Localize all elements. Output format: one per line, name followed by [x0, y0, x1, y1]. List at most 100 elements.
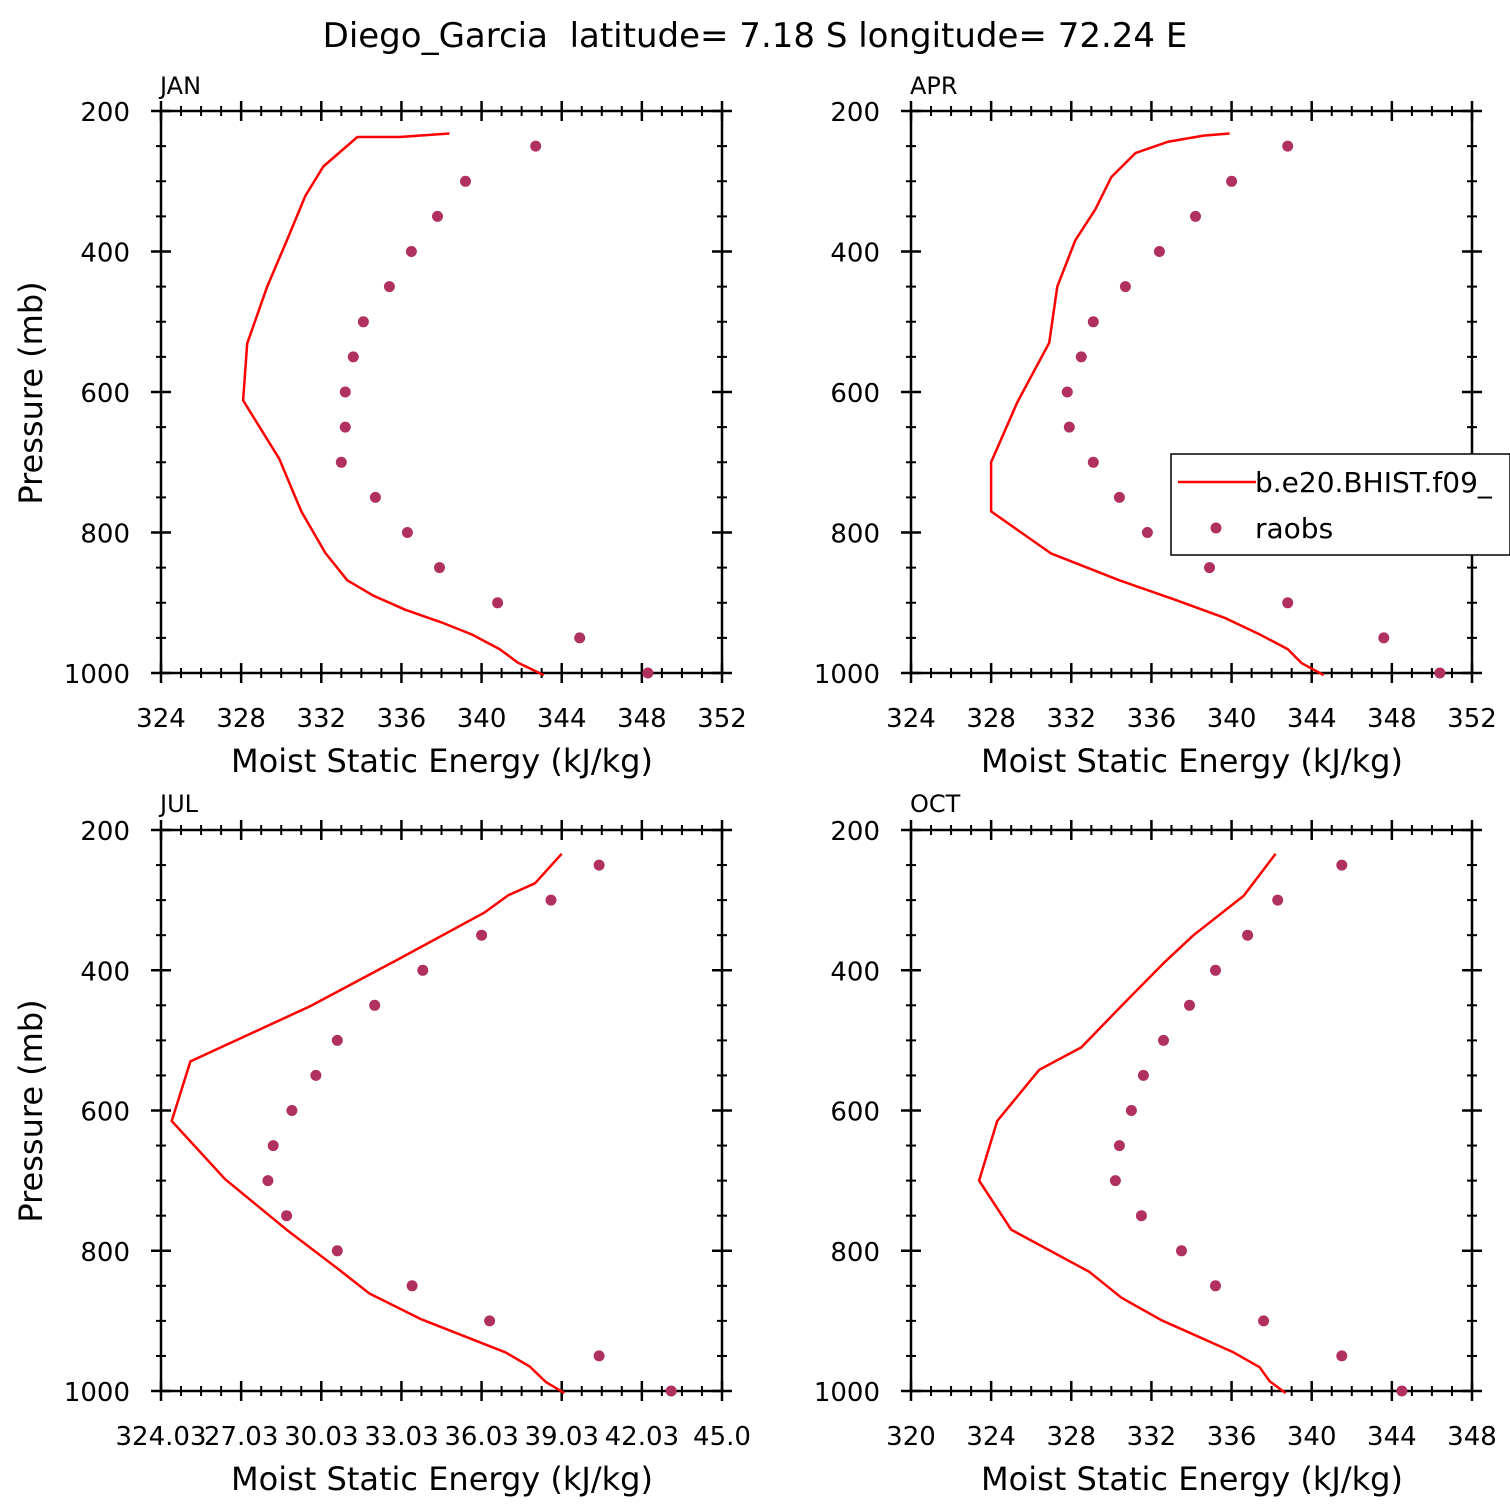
plot-frame	[909, 109, 1474, 675]
obs-point	[335, 456, 347, 468]
y-tick-label: 200	[80, 98, 130, 128]
y-tick-label: 400	[80, 239, 130, 269]
x-tick-label: 324	[136, 704, 186, 734]
x-tick-label: 348	[1367, 704, 1417, 734]
y-tick-label: 400	[80, 957, 130, 987]
y-tick-label: 400	[830, 239, 880, 269]
y-tick-label: 1000	[64, 1378, 130, 1408]
obs-point	[1075, 351, 1087, 363]
obs-point	[1087, 456, 1099, 468]
x-tick-label: 344	[537, 704, 587, 734]
obs-point	[383, 281, 395, 293]
x-tick-label: 320	[886, 1422, 936, 1452]
y-tick-label: 200	[830, 98, 880, 128]
obs-point	[642, 667, 654, 679]
obs-point	[347, 351, 359, 363]
obs-point	[417, 964, 429, 976]
y-tick-label: 800	[830, 1238, 880, 1268]
obs-point	[1434, 667, 1446, 679]
obs-point	[484, 1315, 496, 1327]
y-tick-label: 600	[830, 379, 880, 409]
model-profile-line	[989, 132, 1325, 677]
y-tick-label: 1000	[814, 660, 880, 690]
plot-frame	[909, 828, 1474, 1393]
x-tick-label: 36.03	[444, 1422, 518, 1452]
x-axis-label: Moist Static Energy (kJ/kg)	[981, 742, 1403, 780]
obs-point	[1258, 1315, 1270, 1327]
x-tick-label: 332	[1127, 1422, 1177, 1452]
panel-label: APR	[910, 72, 958, 100]
x-tick-label: 336	[1127, 704, 1177, 734]
obs-point	[1204, 562, 1215, 574]
x-tick-label: 344	[1287, 704, 1337, 734]
x-tick-label: 45.0	[693, 1422, 751, 1452]
x-tick-label: 340	[1207, 704, 1257, 734]
obs-point	[1378, 632, 1390, 644]
x-tick-label: 30.03	[284, 1422, 358, 1452]
legend-model-label: b.e20.BHIST.f09_	[1255, 466, 1493, 499]
x-axis-label: Moist Static Energy (kJ/kg)	[981, 1460, 1403, 1498]
obs-point	[286, 1105, 298, 1116]
obs-point	[1242, 929, 1254, 941]
x-tick-label: 324.03	[116, 1422, 207, 1452]
x-tick-label: 336	[377, 704, 427, 734]
plot-frame	[159, 109, 724, 675]
obs-point	[665, 1385, 677, 1397]
panel-label: JUL	[158, 790, 199, 818]
obs-point	[1061, 386, 1073, 398]
obs-point	[1113, 1140, 1125, 1152]
x-tick-label: 33.03	[364, 1422, 438, 1452]
obs-point	[1113, 491, 1125, 503]
x-axis-label: Moist Static Energy (kJ/kg)	[231, 742, 653, 780]
x-tick-label: 340	[457, 704, 507, 734]
plot-frame	[159, 828, 724, 1393]
obs-point	[405, 246, 417, 257]
obs-point	[1109, 1175, 1121, 1187]
obs-point	[574, 632, 586, 644]
obs-point	[1153, 246, 1165, 257]
x-tick-label: 324	[966, 1422, 1016, 1452]
legend-box	[1170, 453, 1510, 556]
obs-point	[1336, 1350, 1348, 1362]
y-tick-label: 200	[830, 817, 880, 847]
panel-oct: OCT Moist Static Energy (kJ/kg) 320 324 32…	[814, 790, 1497, 1498]
obs-point	[434, 562, 445, 574]
obs-point	[530, 140, 542, 152]
obs-point	[492, 597, 504, 609]
legend-obs-label: raobs	[1255, 512, 1333, 545]
obs-point	[1119, 281, 1131, 293]
y-tick-label: 400	[830, 957, 880, 987]
figure-title: Diego_Garcia latitude= 7.18 S longitude=…	[323, 16, 1188, 56]
obs-point	[267, 1140, 279, 1152]
x-tick-label: 340	[1287, 1422, 1337, 1452]
x-tick-label: 332	[296, 704, 346, 734]
obs-point	[1141, 527, 1153, 538]
legend: b.e20.BHIST.f09_ raobs	[1170, 453, 1510, 556]
obs-point	[401, 527, 413, 538]
obs-point	[357, 316, 369, 328]
x-tick-label: 328	[216, 704, 266, 734]
obs-point	[331, 1034, 343, 1046]
obs-point	[1210, 964, 1221, 976]
y-tick-label: 200	[80, 817, 130, 847]
y-tick-label: 600	[830, 1098, 880, 1128]
obs-point	[593, 859, 605, 871]
obs-point	[262, 1175, 274, 1187]
model-profile-line	[170, 852, 566, 1395]
obs-point	[476, 929, 488, 941]
y-tick-label: 600	[80, 379, 130, 409]
x-tick-label: 344	[1367, 1422, 1417, 1452]
x-tick-label: 39.03	[524, 1422, 598, 1452]
y-tick-label: 600	[80, 1098, 130, 1128]
obs-point	[1176, 1245, 1187, 1257]
panel-jul: JUL Moist Static Energy (kJ/kg) Pressure…	[12, 790, 751, 1498]
obs-point	[331, 1245, 343, 1257]
panel-label: JAN	[158, 72, 201, 100]
y-tick-label: 800	[830, 520, 880, 550]
obs-point	[1336, 859, 1348, 871]
obs-point	[1210, 1280, 1221, 1292]
obs-point	[593, 1350, 605, 1362]
legend-obs-swatch	[1210, 522, 1222, 534]
x-tick-label: 328	[966, 704, 1016, 734]
